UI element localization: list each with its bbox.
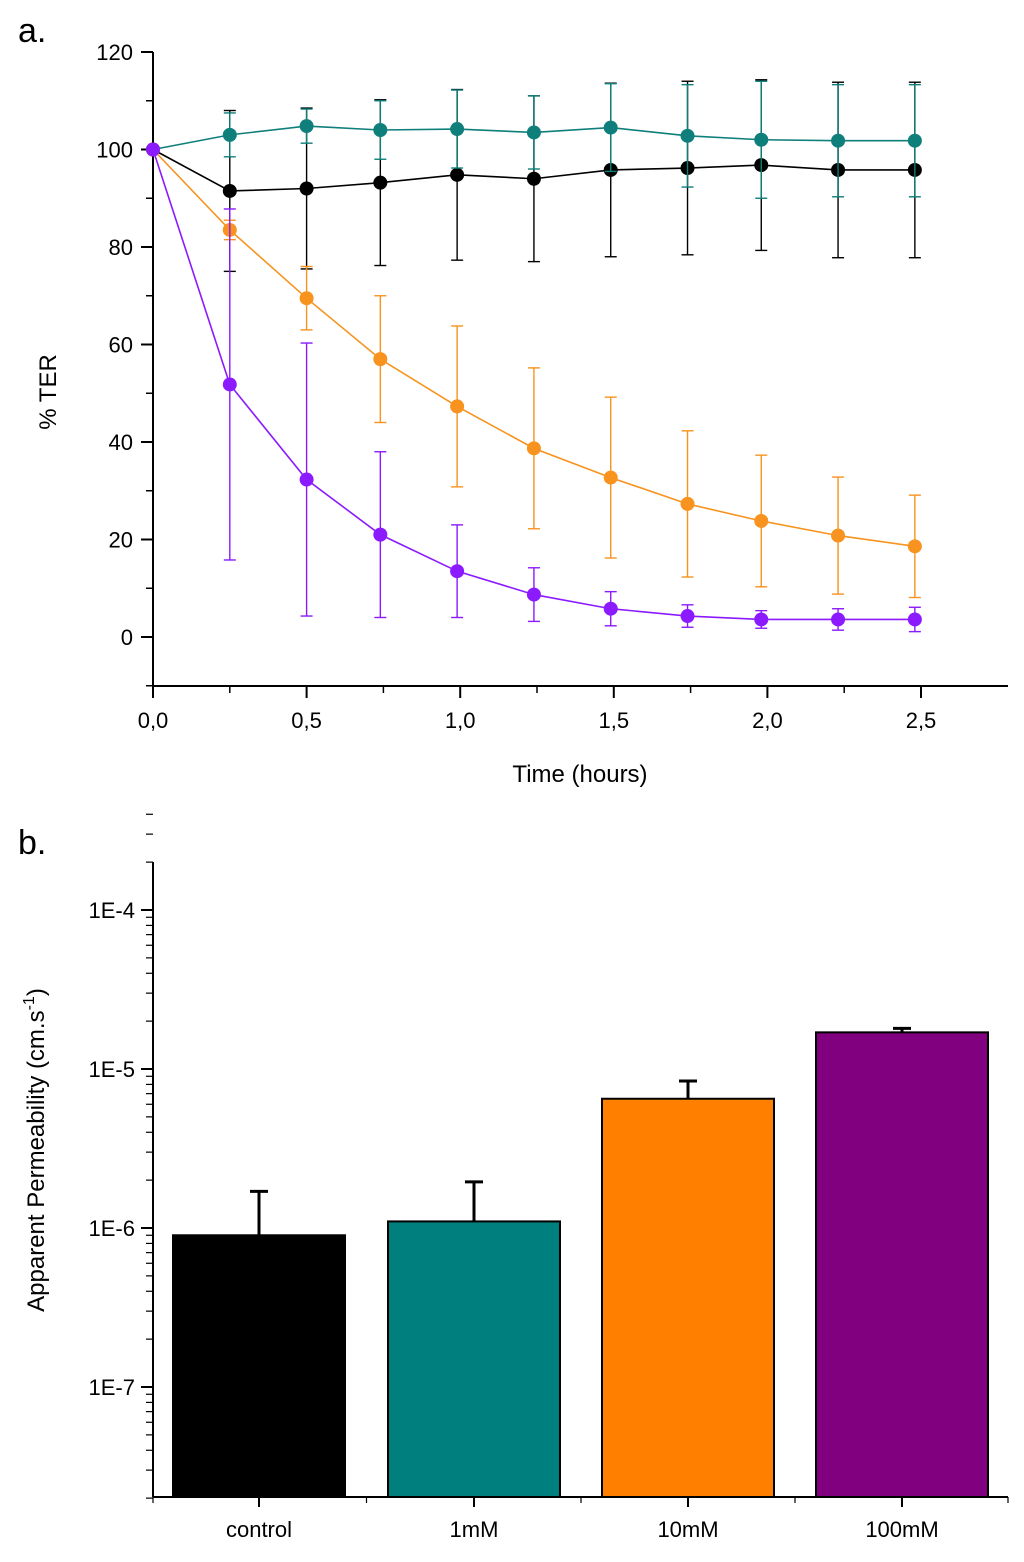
- data-point: [831, 612, 846, 627]
- y-tick-label: 1E-4: [89, 898, 135, 923]
- x-tick-label: 1mM: [450, 1517, 499, 1542]
- data-point: [680, 128, 695, 143]
- panel-b-bars: [172, 1026, 989, 1499]
- data-point: [526, 441, 541, 456]
- data-point: [146, 142, 160, 157]
- y-tick-label: 80: [109, 235, 133, 260]
- x-tick-label: 2,5: [906, 708, 937, 733]
- bar-1mM: [387, 1220, 561, 1499]
- data-point: [526, 587, 541, 602]
- data-point: [680, 609, 695, 624]
- data-point: [831, 528, 846, 543]
- panel-a-axes: [152, 52, 1008, 687]
- y-tick-label: 20: [109, 528, 133, 553]
- data-point: [907, 539, 922, 554]
- x-tick-label: control: [226, 1517, 292, 1542]
- data-point: [299, 291, 314, 306]
- data-point: [299, 181, 314, 196]
- y-tick-label: 60: [109, 333, 133, 358]
- x-tick-label: 10mM: [657, 1517, 718, 1542]
- y-tick-label: 1E-7: [89, 1375, 135, 1400]
- data-point: [831, 133, 846, 148]
- panel-b-bar-chart: b. 1E-71E-61E-51E-4 control 1mM 10mM 100mM …: [18, 813, 1009, 1542]
- y-tick-label: 1E-5: [89, 1057, 135, 1082]
- panel-a-line-chart: a. 0,0 0,5 1,0 1,5 2,0 2,5 0 20 40 60 80 100 120 Ti…: [18, 12, 1008, 788]
- x-tick-label: 0,5: [291, 708, 322, 733]
- data-point: [373, 352, 388, 367]
- data-point: [373, 527, 388, 542]
- series-10mM: [146, 142, 922, 599]
- x-tick-label: 1,0: [445, 708, 476, 733]
- data-point: [680, 496, 695, 511]
- data-point: [299, 472, 314, 487]
- y-tick-label: 40: [109, 430, 133, 455]
- y-tick-label: 1E-6: [89, 1216, 135, 1241]
- panel-b-x-ticks: control 1mM 10mM 100mM: [152, 1497, 1009, 1542]
- data-point: [603, 601, 618, 616]
- panel-a-label: a.: [18, 12, 46, 50]
- panel-a-series: [146, 79, 922, 633]
- data-point: [754, 612, 769, 627]
- y-tick-label: 120: [96, 40, 133, 65]
- data-point: [450, 167, 465, 182]
- bar-100mM: [815, 1031, 989, 1499]
- data-point: [450, 399, 465, 414]
- data-point: [373, 123, 388, 137]
- panel-b-label: b.: [18, 824, 46, 862]
- bar-10mM: [601, 1097, 775, 1499]
- series-1mM: [146, 80, 922, 199]
- data-point: [222, 127, 237, 142]
- x-tick-label: 0,0: [138, 708, 169, 733]
- data-point: [299, 119, 314, 134]
- panel-a-x-axis-title: Time (hours): [512, 761, 647, 788]
- data-point: [526, 125, 541, 140]
- data-point: [526, 171, 541, 186]
- data-point: [603, 470, 618, 485]
- panel-a-x-ticks: 0,0 0,5 1,0 1,5 2,0 2,5: [138, 686, 937, 733]
- series-100mM: [146, 142, 922, 633]
- y-tick-label: 0: [121, 625, 133, 650]
- panel-a-y-axis-title: % TER: [35, 354, 62, 430]
- data-point: [603, 120, 618, 135]
- data-point: [754, 513, 769, 528]
- data-point: [754, 132, 769, 147]
- data-point: [373, 175, 388, 190]
- data-point: [222, 183, 237, 198]
- x-tick-label: 1,5: [599, 708, 630, 733]
- data-point: [450, 122, 465, 137]
- data-point: [222, 377, 237, 392]
- panel-b-y-ticks: 1E-7 1E-6 1E-5 1E-4: [89, 813, 153, 1499]
- x-tick-label: 100mM: [865, 1517, 938, 1542]
- data-point: [907, 612, 922, 627]
- x-tick-label: 2,0: [752, 708, 783, 733]
- bar-control: [172, 1234, 346, 1498]
- panel-b-y-axis-title: Apparent Permeability (cm.s-1): [21, 988, 50, 1312]
- data-point: [450, 564, 465, 579]
- data-point: [907, 133, 922, 148]
- panel-a-y-ticks: 0 20 40 60 80 100 120: [96, 40, 153, 687]
- y-tick-label: 100: [96, 138, 133, 163]
